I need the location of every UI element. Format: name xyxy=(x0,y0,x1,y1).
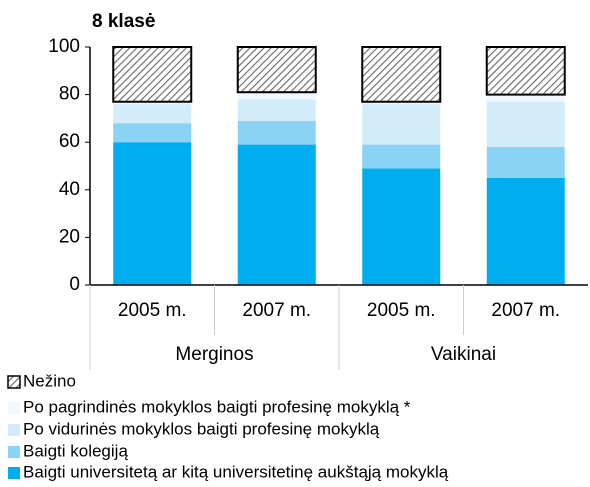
y-tick-label: 60 xyxy=(59,131,80,152)
bar-segment xyxy=(237,144,316,285)
bar-segment xyxy=(113,123,192,143)
bar-segment xyxy=(362,144,441,169)
bar-segment xyxy=(486,94,565,102)
bar-segment xyxy=(362,168,441,285)
y-tick-label: 20 xyxy=(59,226,80,247)
bar-segment xyxy=(362,104,441,145)
legend-label: Baigti universitetą ar kitą universiteti… xyxy=(23,462,449,481)
bar-segment xyxy=(237,99,316,121)
y-tick-label: 100 xyxy=(48,36,80,57)
bar-segment xyxy=(486,146,565,178)
group-label: Merginos xyxy=(175,344,253,365)
bar-segment xyxy=(362,101,441,105)
bar-segment xyxy=(361,46,442,103)
legend-swatch xyxy=(8,446,20,458)
y-tick-label: 0 xyxy=(69,274,80,295)
legend-label: Baigti kolegiją xyxy=(23,441,128,460)
y-tick-label: 80 xyxy=(59,84,80,105)
legend-label: Po vidurinės mokyklos baigti profesinę m… xyxy=(23,419,380,438)
bar-segment xyxy=(486,177,565,285)
legend-label: Nežino xyxy=(23,371,76,390)
x-tick-label: 2005 m. xyxy=(367,300,436,321)
legend-swatch xyxy=(7,375,21,389)
legend-swatch xyxy=(8,402,20,414)
bar-segment xyxy=(237,92,316,100)
y-tick-label: 40 xyxy=(59,179,80,200)
chart-title: 8 klasė xyxy=(92,11,155,32)
x-tick-label: 2007 m. xyxy=(491,300,560,321)
bar-segment xyxy=(236,46,317,94)
x-tick-label: 2007 m. xyxy=(242,300,311,321)
group-label: Vaikinai xyxy=(431,344,496,365)
legend-swatch xyxy=(8,424,20,436)
legend-swatch xyxy=(8,467,20,479)
legend-label: Po pagrindinės mokyklos baigti profesinę… xyxy=(23,397,411,416)
bar-segment xyxy=(113,142,192,285)
bar-segment xyxy=(486,101,565,147)
bar-segment xyxy=(113,101,192,105)
bar-segment xyxy=(485,46,566,96)
bar-segment xyxy=(113,104,192,124)
bar-segment xyxy=(237,120,316,145)
x-tick-label: 2005 m. xyxy=(118,300,187,321)
bar-segment xyxy=(112,46,193,103)
